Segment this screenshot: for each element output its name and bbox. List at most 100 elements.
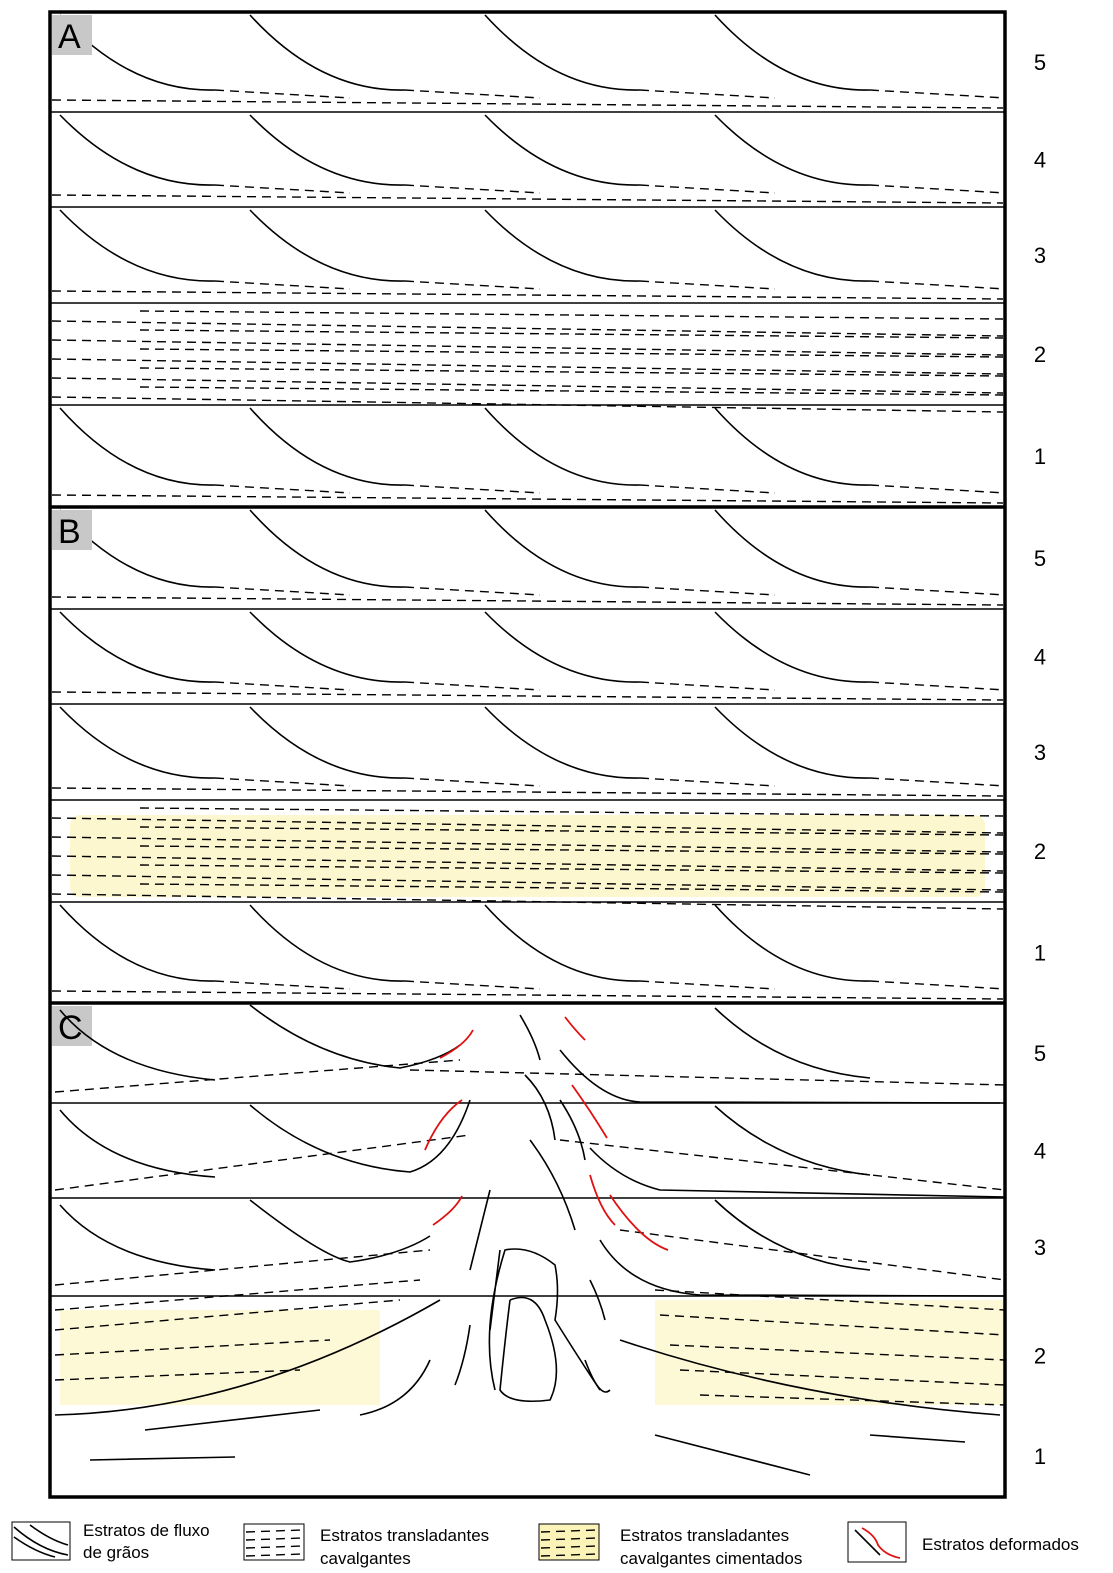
grain-flow-strata — [249, 706, 406, 779]
translatent-strata — [51, 874, 1004, 891]
translatent-strata — [51, 787, 1004, 797]
translatent-strata — [869, 586, 1006, 596]
translatent-strata — [51, 99, 1004, 109]
translatent-strata — [139, 386, 1004, 396]
translatent-strata — [51, 836, 1004, 853]
layer-number: 1 — [1034, 444, 1046, 469]
legend-label: Estratos deformados — [922, 1535, 1079, 1554]
panel-label: C — [58, 1009, 83, 1047]
translatent-strata — [869, 681, 1006, 691]
legend-label: de grãos — [83, 1543, 149, 1562]
translatent-strata — [869, 980, 1006, 990]
panel-divider — [50, 505, 1005, 1005]
panel-label-bg — [52, 1006, 92, 1046]
translatent-strata — [404, 89, 541, 99]
translatent-strata — [214, 89, 351, 99]
translatent-strata — [51, 290, 1004, 300]
translatent-strata — [139, 367, 1004, 377]
legend-label: Estratos de fluxo — [83, 1521, 210, 1540]
translatent-strata — [639, 89, 776, 99]
grain-flow-strata — [59, 209, 216, 282]
grain-flow-strata — [484, 509, 641, 588]
translatent-strata — [51, 893, 1004, 910]
layer-number: 2 — [1034, 342, 1046, 367]
grain-flow-strata — [484, 706, 641, 779]
grain-flow-strata — [484, 209, 641, 282]
translatent-strata — [51, 990, 1004, 1000]
translatent-strata — [639, 184, 776, 194]
layer-number: 5 — [1034, 50, 1046, 75]
translatent-strata — [139, 864, 1004, 874]
grain-flow-strata — [714, 706, 871, 779]
translatent-strata — [214, 184, 351, 194]
translatent-strata — [404, 586, 541, 596]
translatent-strata — [139, 826, 1004, 836]
translatent-strata — [51, 194, 1004, 204]
grain-flow-strata — [249, 209, 406, 282]
translatent-strata — [404, 484, 541, 494]
layer-number: 5 — [1034, 546, 1046, 571]
legend-label: cavalgantes — [320, 1549, 411, 1568]
grain-flow-strata — [59, 1004, 1006, 1297]
grain-flow-strata — [484, 14, 641, 91]
translatent-strata — [639, 980, 776, 990]
translatent-strata — [139, 348, 1004, 358]
translatent-strata — [51, 494, 1004, 504]
layer-number: 4 — [1034, 1139, 1046, 1164]
translatent-strata — [139, 807, 1004, 817]
grain-flow-strata — [714, 611, 871, 683]
grain-flow-strata — [249, 611, 406, 683]
translatent-strata — [639, 484, 776, 494]
panel-label-bg — [52, 510, 92, 550]
grain-flow-strata — [484, 611, 641, 683]
translatent-strata — [214, 586, 351, 596]
translatent-strata — [214, 280, 351, 290]
grain-flow-strata — [249, 509, 406, 588]
grain-flow-strata — [714, 904, 871, 982]
legend-label: Estratos transladantes — [320, 1526, 489, 1545]
translatent-strata — [139, 329, 1004, 339]
grain-flow-strata — [714, 14, 871, 91]
panel-c-structure — [50, 1004, 1006, 1476]
layer-number: 4 — [1034, 645, 1046, 670]
translatent-strata — [869, 484, 1006, 494]
legend-icon — [11, 1521, 71, 1561]
layer-number: 3 — [1034, 243, 1046, 268]
translatent-strata — [639, 280, 776, 290]
translatent-strata — [51, 855, 1004, 872]
translatent-strata — [639, 777, 776, 787]
grain-flow-strata — [249, 114, 406, 186]
translatent-strata — [214, 484, 351, 494]
deformed-core — [54, 1014, 1001, 1476]
legend: Estratos de fluxo de grãos Estratos tran… — [11, 1521, 1079, 1568]
translatent-strata — [639, 586, 776, 596]
grain-flow-strata — [59, 114, 216, 186]
grain-flow-strata — [249, 14, 406, 91]
grain-flow-strata — [484, 114, 641, 186]
translatent-strata — [404, 777, 541, 787]
legend-icon-lines — [13, 1524, 69, 1558]
drawing: A B C — [50, 14, 1006, 1047]
translatent-strata — [404, 980, 541, 990]
grain-flow-strata — [484, 407, 641, 486]
deformed-strata — [424, 1016, 669, 1251]
translatent-strata — [869, 777, 1006, 787]
translatent-strata — [639, 681, 776, 691]
translatent-strata — [869, 280, 1006, 290]
legend-label: Estratos transladantes — [620, 1526, 789, 1545]
layer-number: 5 — [1034, 1041, 1046, 1066]
cement-fill — [60, 1310, 380, 1405]
translatent-strata — [139, 845, 1004, 855]
layer-number: 4 — [1034, 148, 1046, 173]
cement-fill — [70, 815, 985, 897]
translatent-strata — [51, 320, 1004, 337]
translatent-strata — [51, 817, 1004, 834]
translatent-strata — [869, 184, 1006, 194]
frame — [48, 10, 1007, 1499]
translatent-strata — [51, 339, 1004, 356]
grain-flow-strata — [59, 904, 216, 982]
translatent-strata — [51, 396, 1004, 413]
cement-fill — [655, 1300, 1005, 1405]
layer-number: 3 — [1034, 1235, 1046, 1260]
